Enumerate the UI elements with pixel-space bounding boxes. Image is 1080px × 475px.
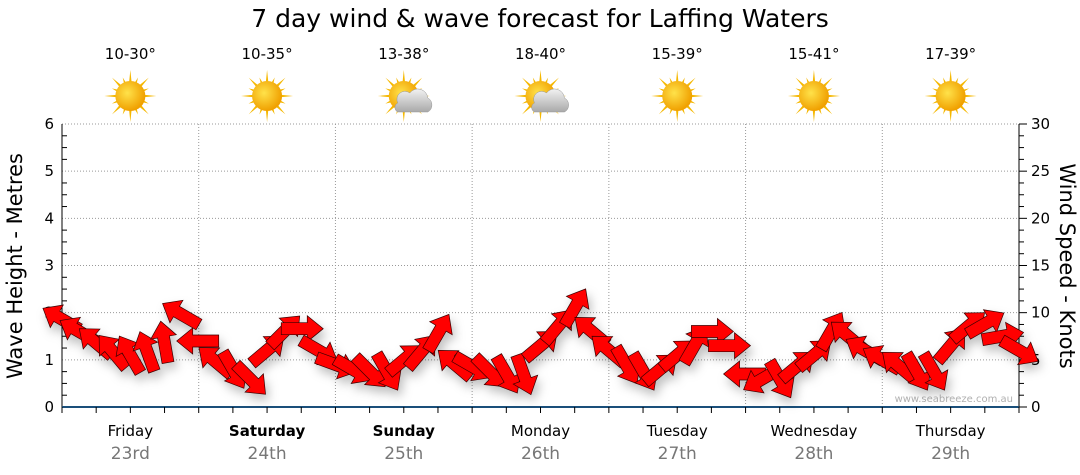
- y2-axis-title: Wind Speed - Knots: [1055, 163, 1079, 368]
- day-date: 26th: [521, 444, 560, 464]
- wind-arrow: [490, 353, 522, 394]
- sun-cloud-icon: [514, 70, 569, 122]
- chart-title: 7 day wind & wave forecast for Laffing W…: [251, 4, 829, 33]
- day-temp: 10-30°: [105, 45, 156, 63]
- day-date: 27th: [658, 444, 697, 464]
- y-tick-label: 5: [44, 162, 54, 180]
- day-date: 25th: [384, 444, 423, 464]
- wind-arrow: [691, 317, 734, 346]
- y2-tick-label: 0: [1031, 398, 1041, 416]
- day-temp: 18-40°: [515, 45, 566, 63]
- wind-arrow: [176, 327, 220, 355]
- day-date: 29th: [931, 444, 970, 464]
- y-tick-label: 0: [44, 398, 54, 416]
- day-name: Thursday: [915, 422, 986, 440]
- y2-tick-label: 10: [1031, 304, 1050, 322]
- y2-tick-label: 30: [1031, 115, 1050, 133]
- watermark: www.seabreeze.com.au: [895, 394, 1013, 405]
- wind-arrow: [998, 334, 1039, 366]
- wind-arrow: [510, 352, 539, 396]
- sun-icon: [924, 70, 977, 122]
- day-name: Monday: [511, 422, 570, 440]
- y-tick-label: 1: [44, 351, 54, 369]
- wind-arrow: [422, 313, 453, 355]
- day-date: 28th: [794, 444, 833, 464]
- y2-tick-label: 20: [1031, 209, 1050, 227]
- day-name: Saturday: [229, 422, 306, 440]
- wind-arrow: [900, 350, 932, 391]
- wind-arrow: [231, 359, 266, 395]
- day-temp: 17-39°: [925, 45, 976, 63]
- wind-arrow: [964, 309, 1005, 340]
- day-date: 23rd: [111, 444, 150, 464]
- wind-arrow: [132, 331, 161, 374]
- wind-arrow: [917, 350, 949, 391]
- day-name: Wednesday: [771, 422, 858, 440]
- day-name: Tuesday: [646, 422, 708, 440]
- wind-arrow: [559, 288, 590, 329]
- day-temp: 13-38°: [378, 45, 429, 63]
- sun-icon: [241, 70, 294, 122]
- y2-tick-label: 15: [1031, 257, 1050, 275]
- y2-tick-label: 25: [1031, 162, 1050, 180]
- day-date: 24th: [248, 444, 287, 464]
- wind-arrow: [115, 335, 147, 376]
- y-axis-title: Wave Height - Metres: [3, 153, 27, 379]
- day-temp: 15-39°: [652, 45, 703, 63]
- y-tick-label: 6: [44, 115, 54, 133]
- y-tick-label: 3: [44, 257, 54, 275]
- sun-icon: [651, 70, 704, 122]
- wind-arrow: [280, 314, 324, 343]
- sun-icon: [787, 70, 840, 122]
- wind-arrow: [708, 331, 752, 360]
- sun-icon: [104, 70, 157, 122]
- day-name: Friday: [108, 422, 154, 440]
- wind-arrow: [150, 320, 178, 364]
- day-temp: 15-41°: [788, 45, 839, 63]
- sun-cloud-icon: [377, 70, 433, 122]
- day-temp: 10-35°: [242, 45, 293, 63]
- wind-arrow: [723, 360, 766, 388]
- y-tick-label: 4: [44, 209, 54, 227]
- wind-arrow: [162, 299, 203, 331]
- day-name: Sunday: [373, 422, 436, 440]
